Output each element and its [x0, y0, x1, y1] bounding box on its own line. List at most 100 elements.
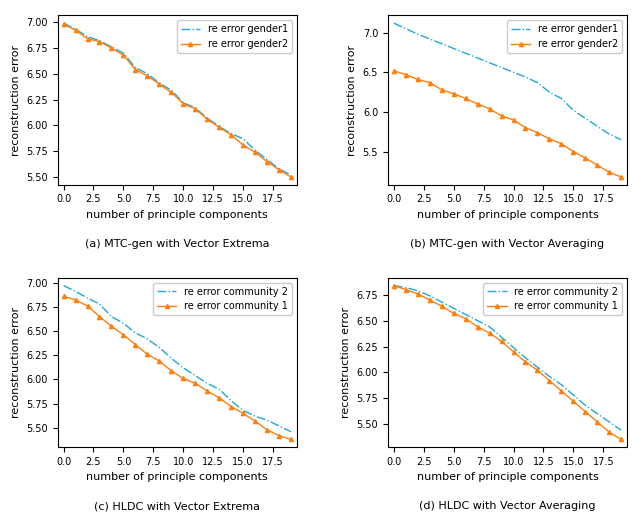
re error gender1 [509, 69, 517, 76]
re error community 2 [215, 386, 223, 392]
Y-axis label: reconstruction error: reconstruction error [347, 45, 357, 156]
Legend: re error gender1, re error gender2: re error gender1, re error gender2 [177, 20, 292, 53]
Line: re error community 2: re error community 2 [63, 286, 291, 432]
Line: re error gender2: re error gender2 [392, 69, 623, 179]
Line: re error gender1: re error gender1 [63, 23, 291, 175]
re error gender1 [438, 41, 445, 47]
re error gender2 [72, 27, 79, 33]
re error community 2 [120, 320, 127, 326]
re error community 1 [474, 324, 481, 330]
Line: re error community 1: re error community 1 [392, 284, 623, 442]
re error community 2 [252, 413, 259, 419]
re error community 2 [462, 311, 470, 318]
re error gender2 [179, 101, 187, 107]
re error community 2 [570, 392, 577, 398]
re error community 2 [179, 365, 187, 371]
Text: (a) MTC-gen with Vector Extrema: (a) MTC-gen with Vector Extrema [85, 239, 269, 249]
re error community 1 [390, 283, 397, 289]
re error community 1 [95, 314, 103, 320]
X-axis label: number of principle components: number of principle components [417, 210, 598, 220]
re error gender2 [605, 169, 613, 175]
re error gender1 [227, 131, 235, 137]
Text: (c) HLDC with Vector Extrema: (c) HLDC with Vector Extrema [94, 501, 260, 511]
Line: re error community 1: re error community 1 [61, 294, 293, 442]
re error community 2 [402, 285, 410, 291]
re error gender2 [239, 142, 247, 148]
re error gender2 [95, 39, 103, 45]
re error gender1 [570, 107, 577, 114]
re error community 2 [168, 355, 175, 361]
re error gender2 [108, 45, 115, 51]
re error community 2 [132, 330, 140, 336]
re error community 1 [287, 436, 295, 443]
re error gender2 [252, 149, 259, 155]
re error gender2 [557, 141, 565, 147]
re error gender1 [486, 60, 493, 66]
re error gender2 [545, 136, 553, 142]
re error community 1 [156, 358, 163, 364]
re error gender2 [618, 174, 625, 180]
re error gender2 [438, 87, 445, 93]
re error community 2 [522, 355, 529, 361]
re error gender1 [179, 100, 187, 106]
re error gender2 [534, 130, 541, 136]
re error community 1 [215, 395, 223, 401]
X-axis label: number of principle components: number of principle components [86, 210, 268, 220]
re error gender2 [227, 132, 235, 138]
re error gender1 [156, 80, 163, 86]
re error gender2 [474, 101, 481, 107]
re error community 2 [486, 324, 493, 330]
re error community 2 [534, 364, 541, 370]
re error community 1 [582, 409, 589, 415]
re error gender1 [215, 123, 223, 130]
re error community 2 [474, 318, 481, 324]
re error gender2 [204, 116, 211, 122]
re error community 2 [498, 334, 506, 340]
re error gender1 [60, 20, 67, 26]
re error community 2 [287, 429, 295, 435]
re error community 1 [120, 332, 127, 338]
re error gender2 [509, 117, 517, 123]
re error gender1 [390, 20, 397, 26]
re error gender1 [204, 115, 211, 121]
re error community 2 [605, 419, 613, 425]
re error gender2 [462, 96, 470, 102]
re error community 1 [462, 316, 470, 322]
re error community 1 [545, 377, 553, 383]
re error community 2 [204, 380, 211, 387]
re error gender1 [263, 156, 271, 162]
re error community 1 [605, 429, 613, 435]
Y-axis label: reconstruction error: reconstruction error [11, 45, 20, 156]
re error gender1 [426, 36, 433, 42]
re error gender1 [252, 147, 259, 153]
Line: re error community 2: re error community 2 [394, 286, 621, 430]
re error community 2 [95, 301, 103, 307]
re error community 2 [108, 314, 115, 320]
X-axis label: number of principle components: number of principle components [417, 472, 598, 483]
re error gender1 [108, 44, 115, 50]
re error community 1 [263, 427, 271, 433]
re error community 1 [557, 388, 565, 394]
re error community 1 [204, 388, 211, 394]
re error gender2 [593, 162, 601, 168]
re error community 1 [450, 310, 458, 317]
re error community 1 [498, 338, 506, 344]
re error community 1 [618, 436, 625, 443]
Legend: re error community 2, re error community 1: re error community 2, re error community… [153, 283, 292, 316]
re error community 2 [227, 398, 235, 404]
re error community 1 [227, 403, 235, 410]
re error gender1 [275, 166, 283, 172]
re error community 2 [593, 411, 601, 417]
re error community 2 [582, 402, 589, 409]
re error community 1 [168, 368, 175, 374]
re error gender2 [263, 158, 271, 164]
re error gender1 [474, 55, 481, 61]
Text: (b) MTC-gen with Vector Averaging: (b) MTC-gen with Vector Averaging [410, 239, 605, 249]
re error gender2 [143, 72, 151, 79]
re error gender1 [132, 64, 140, 70]
Legend: re error gender1, re error gender2: re error gender1, re error gender2 [507, 20, 622, 53]
Text: (d) HLDC with Vector Averaging: (d) HLDC with Vector Averaging [419, 501, 596, 511]
re error gender2 [498, 113, 506, 119]
re error community 2 [450, 305, 458, 311]
re error community 2 [84, 295, 92, 301]
